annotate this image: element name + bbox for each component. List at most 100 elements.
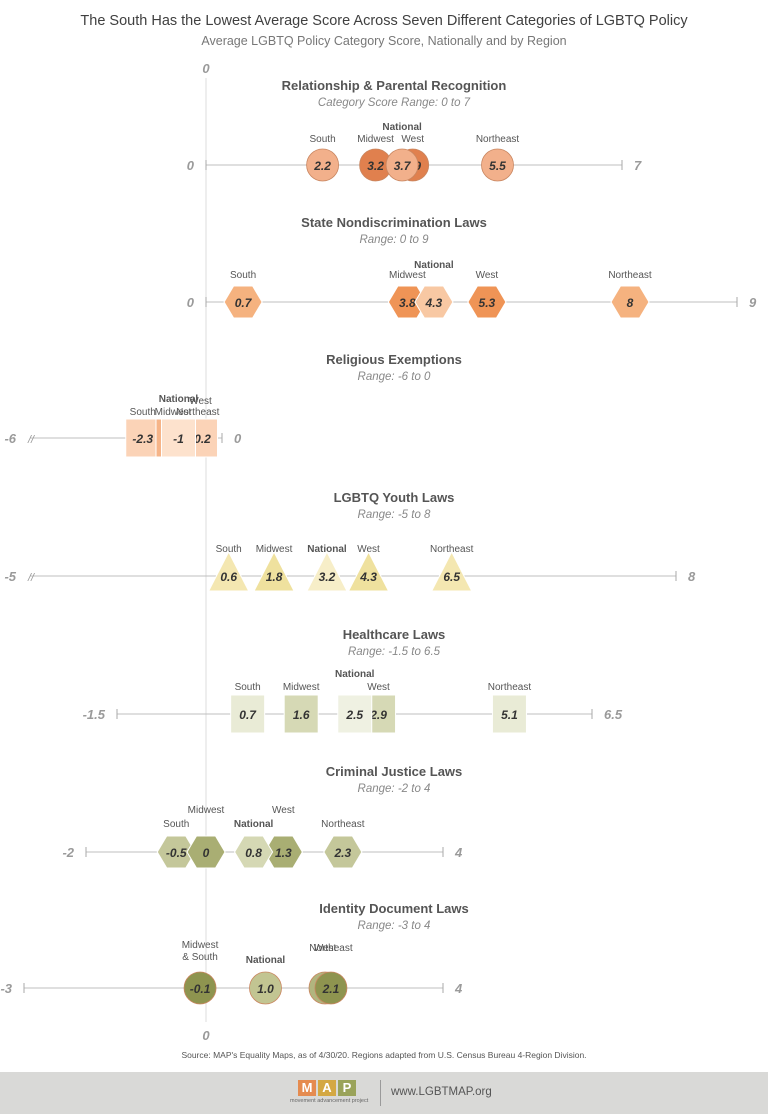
panel-3-axis-max-label: 0: [234, 431, 242, 446]
panel-2-value-west: 5.3: [479, 296, 496, 310]
panel-7-marker-national: [249, 971, 282, 1005]
panel-2-axis-max-label: 9: [749, 295, 757, 310]
source-note: Source: MAP's Equality Maps, as of 4/30/…: [181, 1050, 587, 1060]
panel-7-label-midwest-south: Midwest: [182, 940, 219, 951]
panel-4-value-national: 3.2: [319, 570, 336, 584]
panel-1-marker-south: [306, 148, 340, 182]
panel-2-label-midwest: Midwest: [389, 270, 426, 281]
panel-4-axis-break: //: [27, 572, 35, 584]
panel-6-value-northeast: 2.3: [334, 846, 352, 860]
panel-7-value-midwest-south: -0.1: [190, 982, 211, 996]
panel-5-label-national: National: [335, 669, 375, 680]
panel-4-marker-national: [306, 550, 348, 592]
panel-3-marker-national: [161, 418, 196, 458]
panel-2-axis-min-label: 0: [187, 295, 195, 310]
panel-6-label-west: West: [272, 805, 295, 816]
panel-6-value-midwest: 0: [203, 846, 210, 860]
panel-7-title: Identity Document Laws: [319, 901, 469, 916]
panel-3-axis-break: //: [27, 434, 35, 446]
panel-7-value-national: 1.0: [257, 982, 274, 996]
panel-1-value-northeast: 5.5: [489, 159, 506, 173]
chart-title: The South Has the Lowest Average Score A…: [80, 13, 688, 29]
footer-divider: [380, 1080, 381, 1106]
panel-4-axis-max-label: 8: [688, 569, 696, 584]
panel-3-label-midwest: Midwest: [155, 407, 192, 418]
panel-3-label-national: National: [159, 394, 199, 405]
panel-5-value-west: 2.9: [369, 708, 387, 722]
panel-3-value-national: -1: [173, 432, 184, 446]
panel-1-marker-national: [385, 148, 419, 182]
panel-7-label-midwest-south-2: & South: [182, 952, 218, 963]
panel-7-axis-max-label: 4: [454, 981, 463, 996]
panel-2-range-label: Range: 0 to 9: [359, 234, 429, 246]
panel-7-marker-midwest-south: [183, 971, 217, 1005]
panel-4-label-midwest: Midwest: [256, 544, 293, 555]
logo-letter-m: M: [298, 1080, 316, 1096]
panel-2-title: State Nondiscrimination Laws: [301, 215, 487, 230]
panel-7-value-northeast: 2.1: [322, 982, 340, 996]
panel-4-axis-min-label: -5: [4, 569, 16, 584]
footer-url-link[interactable]: www.LGBTMAP.org: [391, 1086, 492, 1098]
panel-4-marker-south: [207, 550, 250, 592]
panel-2-label-west: West: [476, 270, 499, 281]
panel-2-label-northeast: Northeast: [608, 270, 652, 281]
panel-1-label-west: West: [401, 134, 424, 145]
panel-1-label-northeast: Northeast: [476, 134, 520, 145]
panel-4-label-northeast: Northeast: [430, 544, 474, 555]
panel-4-label-national: National: [307, 544, 347, 555]
panel-4-value-south: 0.6: [220, 570, 237, 584]
panel-7-axis-min-label: -3: [0, 981, 12, 996]
dot-plot-chart: 0 0 Relationship & Parental Recognition Cat…: [0, 61, 757, 1043]
panel-3-range-label: Range: -6 to 0: [358, 371, 431, 383]
panel-6-marker-national: [234, 835, 274, 869]
panel-1-range-label: Category Score Range: 0 to 7: [318, 97, 471, 109]
panel-3-label-south: South: [130, 407, 156, 418]
panel-4-value-midwest: 1.8: [266, 570, 283, 584]
panel-4-label-west: West: [357, 544, 380, 555]
panel-5-marker-south: [230, 694, 266, 734]
panel-2-value-national: 4.3: [425, 296, 443, 310]
panel-2-value-south: 0.7: [235, 296, 253, 310]
panel-7-range-label: Range: -3 to 4: [358, 920, 431, 932]
panel-2-marker-northeast: [610, 285, 650, 319]
panel-1-axis-max-label: 7: [634, 158, 642, 173]
panel-2-label-national: National: [414, 260, 454, 271]
panel-2-value-midwest: 3.8: [399, 296, 416, 310]
logo-letter-p: P: [338, 1080, 356, 1096]
panel-3-axis-min-label: -6: [4, 431, 16, 446]
panel-6-marker-midwest: [186, 835, 226, 869]
panel-6-value-national: 0.8: [245, 846, 262, 860]
panel-1-value-south: 2.2: [313, 159, 331, 173]
panel-5-label-midwest: Midwest: [283, 682, 320, 693]
panel-5-label-northeast: Northeast: [488, 682, 532, 693]
panel-3-title: Religious Exemptions: [326, 352, 462, 367]
panel-6-value-south: -0.5: [166, 846, 187, 860]
panel-6-range-label: Range: -2 to 4: [358, 783, 431, 795]
panel-2-label-south: South: [230, 270, 256, 281]
logo-letter-a: A: [318, 1080, 336, 1096]
panel-5-axis-max-label: 6.5: [604, 707, 623, 722]
panel-1-label-south: South: [310, 134, 336, 145]
panel-1-label-midwest: Midwest: [357, 134, 394, 145]
panel-4-marker-northeast: [430, 550, 473, 592]
panel-5-value-midwest: 1.6: [293, 708, 310, 722]
panel-2-marker-south: [223, 285, 263, 319]
panel-4-value-west: 4.3: [359, 570, 377, 584]
panel-1-value-midwest: 3.2: [367, 159, 384, 173]
panel-7-label-national: National: [246, 955, 286, 966]
panel-6-axis-min-label: -2: [62, 845, 74, 860]
panel-6-label-national: National: [234, 819, 274, 830]
panel-4-value-northeast: 6.5: [443, 570, 460, 584]
panel-3-label-west: West: [189, 396, 212, 407]
panel-4-marker-west: [347, 550, 390, 592]
panel-6-value-west: 1.3: [275, 846, 292, 860]
panel-5-marker-northeast: [491, 694, 527, 734]
panel-7-label-northeast: Northeast: [309, 943, 353, 954]
panel-5-marker-national: [337, 694, 373, 734]
zero-bottom-label: 0: [202, 1028, 210, 1043]
panel-5-label-west: West: [367, 682, 390, 693]
panel-6-label-midwest: Midwest: [188, 805, 225, 816]
panel-2-marker-national: [414, 285, 454, 319]
